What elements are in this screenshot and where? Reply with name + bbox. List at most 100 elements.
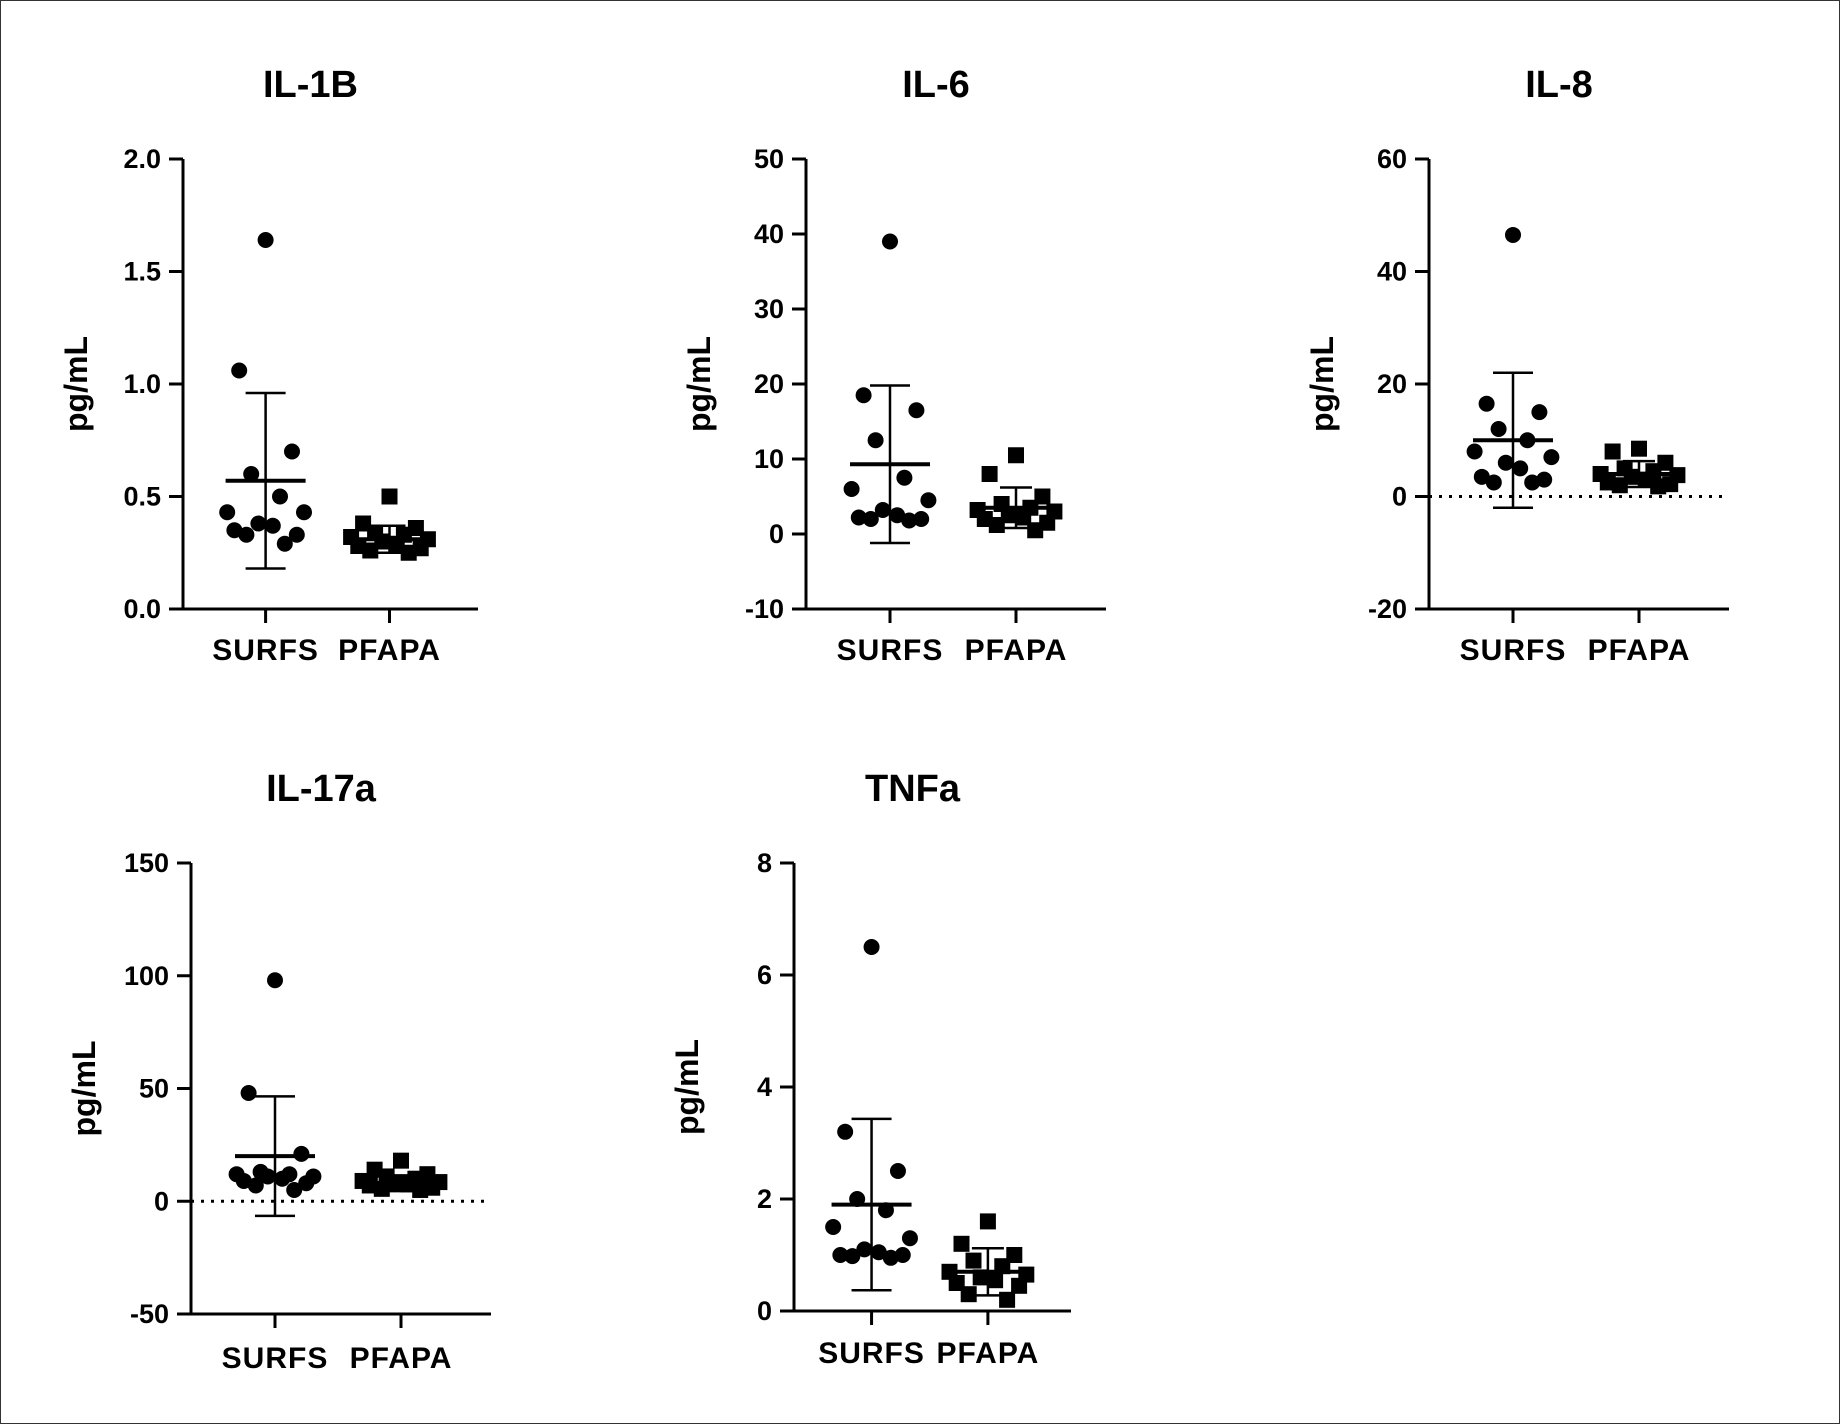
x-tick-label: PFAPA xyxy=(338,634,441,667)
data-point-surfs xyxy=(1478,395,1495,412)
x-tick-label: PFAPA xyxy=(350,1342,453,1375)
data-point-surfs xyxy=(286,1181,303,1198)
data-point-surfs xyxy=(850,509,867,526)
data-point-surfs xyxy=(231,362,248,379)
panel-4: IL-17a pg/mL -50 0 50 100 150 SURFS PFAPA xyxy=(66,768,491,1375)
data-point-surfs xyxy=(274,1170,291,1187)
y-tick-label: 40 xyxy=(1377,257,1407,287)
y-tick-label: 50 xyxy=(139,1074,169,1104)
data-point-pfapa xyxy=(1027,522,1044,539)
y-axis-label: pg/mL xyxy=(58,336,94,432)
y-axis-label: pg/mL xyxy=(669,1039,705,1135)
data-point-surfs xyxy=(243,466,260,482)
data-point-surfs xyxy=(1543,449,1560,466)
data-point-surfs xyxy=(837,1123,854,1140)
data-point-surfs xyxy=(296,504,312,521)
panel-title: IL-17a xyxy=(266,768,377,810)
panel-title: IL-6 xyxy=(902,64,970,106)
y-tick-label: -50 xyxy=(130,1299,169,1329)
data-point-pfapa xyxy=(953,1235,970,1252)
x-tick-label: SURFS xyxy=(818,1337,925,1370)
data-point-surfs xyxy=(1497,454,1514,471)
data-point-surfs xyxy=(1490,421,1507,437)
x-tick-label: SURFS xyxy=(212,634,319,667)
data-point-surfs xyxy=(238,526,255,543)
data-point-surfs xyxy=(226,522,243,539)
data-point-surfs xyxy=(862,511,879,527)
y-axis-label: pg/mL xyxy=(1304,336,1340,432)
y-tick-label: 2.0 xyxy=(123,144,161,174)
data-point-surfs xyxy=(235,1172,252,1189)
data-point-surfs xyxy=(889,1163,906,1179)
x-tick-label: SURFS xyxy=(837,634,944,667)
y-tick-label: 1.0 xyxy=(123,369,161,399)
data-point-surfs xyxy=(259,1168,276,1185)
data-point-surfs xyxy=(1536,471,1553,488)
data-point-surfs xyxy=(298,1175,315,1192)
data-point-surfs xyxy=(843,481,860,497)
data-point-pfapa xyxy=(988,517,1005,533)
data-point-pfapa xyxy=(1611,477,1628,494)
data-point-surfs xyxy=(896,469,913,486)
y-tick-label: -10 xyxy=(745,594,784,624)
y-tick-label: 0 xyxy=(757,1296,772,1326)
data-point-surfs xyxy=(874,502,891,518)
x-tick-label: PFAPA xyxy=(1588,634,1691,667)
data-point-surfs xyxy=(288,526,305,543)
panel-2: IL-6 pg/mL -10 0 10 20 30 40 50 SURFS PFAPA xyxy=(681,64,1106,667)
y-tick-label: -20 xyxy=(1368,594,1407,624)
panel-title: IL-1B xyxy=(263,64,358,106)
x-tick-label: PFAPA xyxy=(965,634,1068,667)
data-point-pfapa xyxy=(987,1272,1004,1289)
x-tick-label: SURFS xyxy=(1460,634,1567,667)
y-tick-label: 10 xyxy=(754,444,784,474)
data-point-pfapa xyxy=(965,1252,982,1269)
data-point-surfs xyxy=(240,1085,257,1102)
data-point-surfs xyxy=(844,1248,861,1265)
data-point-surfs xyxy=(247,1177,264,1194)
data-point-pfapa xyxy=(1011,1277,1028,1294)
data-point-pfapa xyxy=(960,1286,977,1303)
y-tick-label: 150 xyxy=(124,848,169,878)
y-tick-label: 6 xyxy=(757,960,772,990)
y-tick-label: 20 xyxy=(1377,369,1407,399)
data-point-surfs xyxy=(1485,474,1502,491)
data-point-pfapa xyxy=(1631,440,1647,457)
data-point-surfs xyxy=(882,233,898,250)
y-tick-label: 4 xyxy=(757,1072,772,1102)
data-point-pfapa xyxy=(412,1181,429,1198)
y-tick-label: 60 xyxy=(1377,144,1407,174)
y-tick-label: 0.5 xyxy=(123,482,161,512)
y-tick-label: 0 xyxy=(769,519,784,549)
data-point-surfs xyxy=(825,1219,842,1235)
y-tick-label: 40 xyxy=(754,219,784,249)
data-point-surfs xyxy=(250,515,267,532)
data-point-pfapa xyxy=(1650,478,1667,495)
y-tick-label: 20 xyxy=(754,369,784,399)
data-point-surfs xyxy=(293,1145,310,1162)
y-tick-label: 2 xyxy=(757,1184,772,1214)
y-axis-label: pg/mL xyxy=(66,1041,102,1137)
data-point-surfs xyxy=(1512,460,1529,477)
data-point-surfs xyxy=(264,517,281,534)
data-point-surfs xyxy=(894,1247,911,1263)
x-tick-label: SURFS xyxy=(222,1342,329,1375)
data-point-surfs xyxy=(272,488,288,505)
data-point-surfs xyxy=(1531,404,1548,421)
data-point-surfs xyxy=(908,402,925,419)
data-point-surfs xyxy=(1524,474,1541,491)
y-tick-label: 0 xyxy=(1392,482,1407,512)
data-point-pfapa xyxy=(1015,509,1032,526)
data-point-surfs xyxy=(284,443,300,460)
data-point-pfapa xyxy=(1604,443,1621,460)
y-tick-label: 1.5 xyxy=(123,257,161,287)
data-point-pfapa xyxy=(1008,447,1024,464)
panel-5: TNFa pg/mL 0 2 4 6 8 SURFS PFAPA xyxy=(669,768,1071,1370)
data-point-surfs xyxy=(1505,226,1521,243)
data-point-surfs xyxy=(855,387,872,404)
data-point-surfs xyxy=(901,512,918,529)
panel-title: TNFa xyxy=(865,768,961,810)
data-point-surfs xyxy=(267,972,283,989)
y-tick-label: 8 xyxy=(757,848,772,878)
